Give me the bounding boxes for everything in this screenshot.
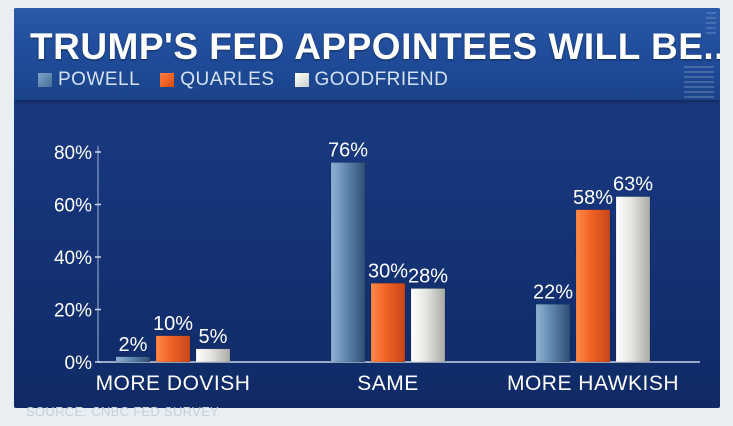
y-tick-label: 60% (54, 196, 92, 217)
data-label: 22% (533, 281, 573, 303)
data-label: 10% (153, 313, 193, 335)
data-label: 28% (408, 266, 448, 288)
x-category-label: SAME (357, 372, 419, 395)
bar-powell-3 (535, 304, 571, 363)
legend-label-quarles: QUARLES (180, 69, 275, 90)
data-label: 76% (328, 140, 368, 162)
legend-swatch-goodfriend (294, 73, 309, 87)
decorative-stripes (684, 66, 714, 98)
data-label: 5% (199, 326, 228, 348)
bar-powell-1 (115, 356, 151, 363)
y-tick-label: 0% (65, 353, 93, 374)
legend-item-goodfriend: GOODFRIEND (294, 69, 449, 91)
data-label: 63% (613, 174, 653, 196)
bar-quarles-2 (370, 283, 406, 363)
legend-item-powell: POWELL (38, 69, 140, 91)
y-tick-label: 20% (54, 301, 92, 322)
legend-label-powell: POWELL (58, 69, 141, 90)
data-label: 58% (573, 187, 613, 209)
y-tick-label: 40% (54, 248, 92, 269)
chart-title: TRUMP'S FED APPOINTEES WILL BE... (30, 26, 720, 67)
bar-goodfriend-3 (615, 196, 651, 363)
x-category-label: MORE HAWKISH (507, 372, 679, 395)
legend-item-quarles: QUARLES (160, 69, 274, 91)
x-category-label: MORE DOVISH (96, 372, 251, 395)
y-tick-label: 80% (54, 143, 92, 164)
legend-label-goodfriend: GOODFRIEND (314, 69, 449, 90)
bar-goodfriend-2 (410, 288, 446, 363)
legend: POWELL QUARLES GOODFRIEND (38, 68, 448, 92)
header-banner: TRUMP'S FED APPOINTEES WILL BE... POWELL… (14, 8, 720, 100)
bar-quarles-1 (155, 335, 191, 363)
data-label: 2% (119, 334, 148, 356)
legend-swatch-quarles (160, 73, 175, 87)
source-note: SOURCE: CNBC FED SURVEY (26, 404, 220, 419)
data-label: 30% (368, 260, 408, 282)
decorative-stripes-small (706, 12, 716, 34)
bar-quarles-3 (575, 209, 611, 363)
chart-panel: TRUMP'S FED APPOINTEES WILL BE... POWELL… (14, 8, 720, 408)
bar-powell-2 (330, 162, 366, 363)
bar-goodfriend-1 (195, 348, 231, 363)
legend-swatch-powell (38, 73, 52, 87)
